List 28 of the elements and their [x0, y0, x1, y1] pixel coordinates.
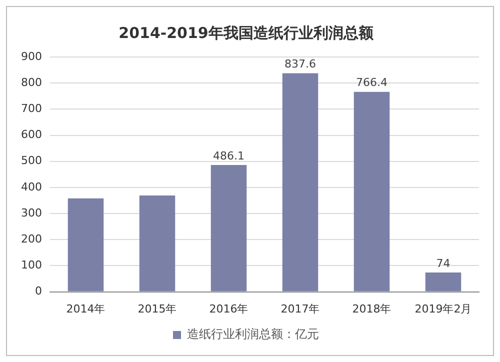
y-tick-label: 900	[20, 50, 42, 63]
data-label: 74	[436, 256, 450, 270]
chart-title: 2014-2019年我国造纸行业利润总额	[118, 24, 374, 42]
data-label: 837.6	[284, 58, 316, 71]
bar	[139, 196, 176, 292]
x-tick-label: 2015年	[138, 302, 177, 316]
bar	[210, 164, 247, 292]
x-tick-label: 2018年	[352, 302, 392, 316]
y-tick-label: 600	[20, 128, 42, 142]
y-tick-label: 0	[34, 284, 42, 298]
x-tick-label: 2019年2月	[414, 302, 472, 316]
data-label: 766.4	[356, 76, 388, 90]
y-tick-label: 100	[20, 258, 42, 272]
x-tick-label: 2017年	[280, 302, 320, 316]
bar	[354, 92, 390, 292]
bar	[68, 198, 104, 292]
y-tick-label: 500	[20, 154, 42, 168]
y-tick-label: 300	[20, 206, 42, 220]
x-tick-label: 2016年	[209, 302, 248, 316]
data-label: 486.1	[212, 149, 244, 162]
y-tick-label: 200	[20, 232, 42, 246]
bar	[282, 73, 318, 292]
legend-label: 造纸行业利润总额：亿元	[187, 327, 319, 342]
x-tick-label: 2014年	[66, 302, 106, 316]
y-tick-label: 400	[20, 180, 42, 194]
y-tick-label: 800	[20, 76, 42, 89]
y-tick-label: 700	[20, 102, 42, 116]
bar	[425, 272, 462, 292]
